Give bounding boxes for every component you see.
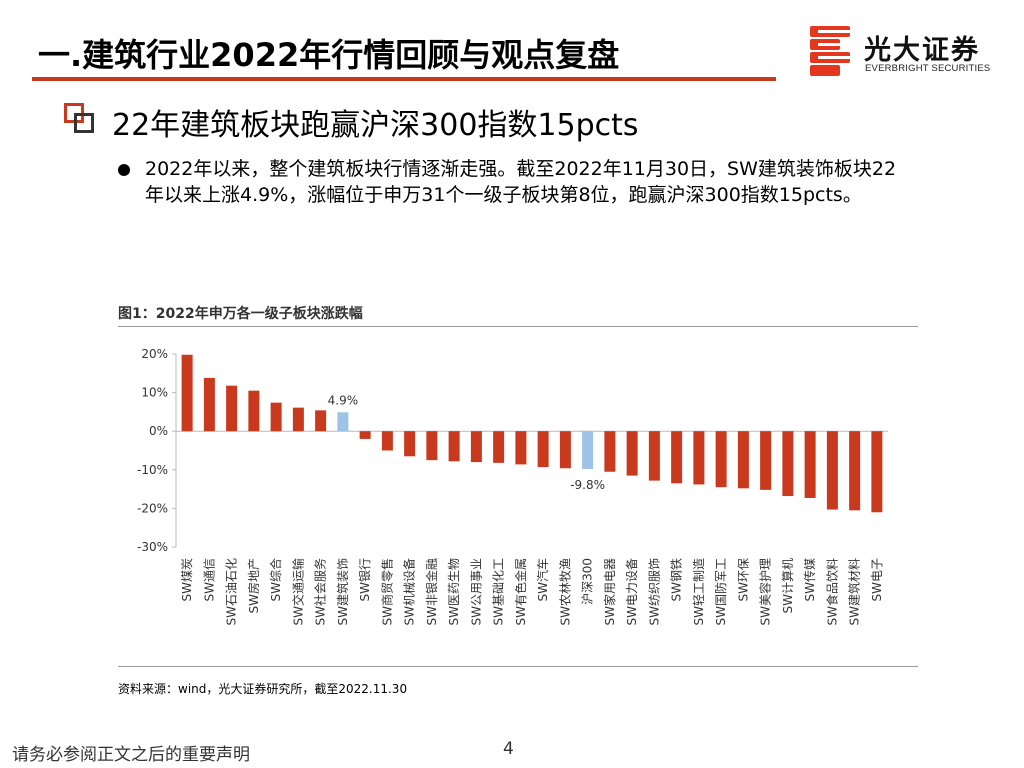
- source-note: 资料来源：wind，光大证券研究所，截至2022.11.30: [118, 682, 408, 696]
- bar: [537, 431, 549, 468]
- data-label: 4.9%: [328, 393, 359, 407]
- bar: [404, 431, 416, 457]
- bar: [715, 431, 727, 488]
- x-tick-label: SW农林牧渔: [558, 558, 572, 625]
- x-tick-label: SW商贸零售: [379, 558, 394, 625]
- bullet-dot: [118, 164, 130, 176]
- x-tick-label: SW计算机: [780, 558, 795, 613]
- bar: [448, 431, 460, 462]
- brand-name-en: EVERBRIGHT SECURITIES: [865, 63, 991, 74]
- x-tick-label: SW建筑装饰: [335, 558, 350, 625]
- bar: [737, 431, 749, 489]
- bar-chart: 20% 10% 0% -10% -20% -30% SW煤炭 SW通信 SW石油石化 SW房地产 S…: [137, 347, 888, 625]
- bar: [826, 431, 838, 510]
- bar: [359, 431, 371, 439]
- x-tick-label: SW机械设备: [402, 558, 417, 625]
- x-tick-label: SW石油石化: [225, 558, 239, 625]
- bar: [515, 431, 527, 465]
- x-tick-label: SW建筑材料: [847, 558, 862, 625]
- x-tick-label: SW电子: [870, 558, 884, 601]
- bar: [493, 431, 505, 463]
- x-tick-label: SW银行: [358, 558, 372, 601]
- bar: [315, 410, 327, 432]
- bar: [604, 431, 616, 472]
- x-tick-label: SW社会服务: [313, 558, 328, 625]
- bar: [426, 431, 438, 461]
- bar: [337, 412, 349, 432]
- bullet-text: 2022年以来，整个建筑板块行情逐渐走强。截至2022年11月30日，SW建筑装…: [145, 158, 897, 206]
- x-tick-label: SW环保: [736, 558, 750, 601]
- y-tick-label: -10%: [137, 463, 168, 477]
- x-tick-label: SW非银金融: [424, 558, 439, 625]
- x-tick-label: SW轻工制造: [692, 558, 706, 625]
- bar: [292, 407, 304, 432]
- x-tick-label: 沪深300: [581, 558, 595, 605]
- bar: [470, 431, 482, 463]
- bar: [782, 431, 794, 497]
- x-tick-label: SW基础化工: [492, 558, 506, 625]
- x-tick-label: SW通信: [202, 558, 216, 601]
- x-tick-label: SW食品饮料: [824, 558, 839, 625]
- y-tick-label: 20%: [141, 347, 168, 361]
- y-tick-label: -20%: [137, 501, 168, 515]
- x-tick-label: SW交通运输: [290, 558, 305, 625]
- header-divider: [32, 77, 776, 81]
- brand-name-cn: 光大证券: [864, 35, 980, 66]
- x-tick-label: SW煤炭: [180, 558, 194, 601]
- bar: [671, 431, 683, 484]
- bar: [648, 431, 660, 481]
- x-tick-label: SW医药生物: [447, 558, 461, 625]
- x-tick-label: SW有色金属: [513, 558, 528, 625]
- source-divider: [118, 666, 918, 667]
- x-tick-label: SW家用电器: [602, 558, 617, 625]
- y-tick-label: -30%: [137, 540, 168, 554]
- x-tick-label: SW美容护理: [758, 558, 773, 625]
- chart-title: 图1：2022年申万各一级子板块涨跌幅: [118, 306, 363, 322]
- bar: [849, 431, 861, 511]
- bar: [559, 431, 571, 469]
- bar: [226, 385, 238, 432]
- x-tick-label: SW汽车: [535, 558, 550, 601]
- x-tick-label: SW综合: [268, 558, 283, 601]
- bar: [693, 431, 705, 485]
- bar: [270, 402, 282, 432]
- bar: [804, 431, 816, 498]
- footer-disclaimer: 请务必参阅正文之后的重要声明: [12, 745, 250, 765]
- brand-logo: 光大证券 EVERBRIGHT SECURITIES: [808, 24, 1008, 84]
- x-tick-label: SW钢铁: [670, 558, 684, 601]
- bar: [626, 431, 638, 476]
- y-tick-label: 0%: [149, 424, 168, 438]
- x-tick-label: SW国防军工: [713, 558, 728, 625]
- bar: [203, 377, 215, 432]
- bar: [871, 431, 883, 513]
- x-tick-label: SW传媒: [802, 558, 817, 601]
- section-subtitle: 22年建筑板块跑赢沪深300指数15pcts: [112, 108, 639, 143]
- bar: [381, 431, 393, 451]
- x-tick-label: SW房地产: [246, 558, 261, 613]
- page-number: 4: [503, 739, 514, 759]
- everbright-logo-icon: [810, 26, 852, 76]
- data-label: -9.8%: [570, 478, 605, 492]
- bar: [181, 354, 193, 432]
- section-square-icon: [64, 103, 94, 133]
- y-tick-label: 10%: [141, 386, 168, 400]
- bar: [582, 431, 594, 470]
- x-tick-label: SW纺织服饰: [647, 558, 661, 625]
- bar: [248, 390, 260, 432]
- bar: [760, 431, 772, 490]
- chart-top-divider: [118, 326, 918, 327]
- page-title: 一.建筑行业2022年行情回顾与观点复盘: [38, 36, 620, 74]
- x-tick-label: SW公用事业: [469, 558, 483, 625]
- x-tick-label: SW电力设备: [625, 558, 639, 625]
